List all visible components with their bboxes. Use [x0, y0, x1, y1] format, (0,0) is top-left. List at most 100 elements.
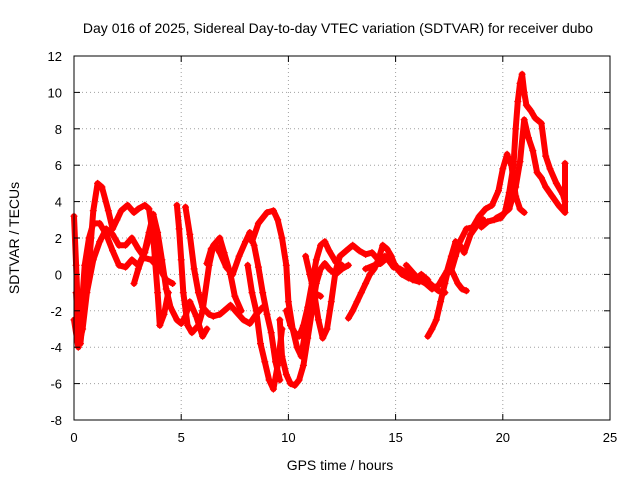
data-point	[299, 321, 307, 329]
data-point	[516, 158, 524, 166]
data-point	[282, 371, 290, 378]
data-point	[149, 210, 157, 218]
data-point	[282, 307, 290, 315]
data-point	[454, 280, 462, 287]
data-point	[239, 316, 247, 324]
data-point	[194, 321, 202, 329]
series-trace	[424, 262, 470, 340]
data-point	[282, 261, 290, 269]
data-point	[482, 205, 490, 213]
data-point	[160, 310, 168, 318]
data-point	[287, 380, 294, 388]
data-point	[344, 261, 352, 269]
data-point	[349, 307, 357, 315]
data-point	[173, 316, 181, 324]
series-trace	[244, 262, 285, 393]
data-point	[190, 265, 198, 273]
x-tick-label: 25	[603, 430, 617, 445]
data-point	[115, 261, 123, 269]
data-point	[469, 223, 477, 231]
data-point	[124, 201, 132, 209]
data-point	[317, 292, 325, 300]
grid-lines	[74, 56, 610, 420]
data-point	[514, 98, 522, 105]
data-point	[325, 247, 333, 255]
data-point	[310, 289, 318, 297]
y-tick-label: 0	[55, 267, 62, 282]
data-point	[89, 219, 97, 227]
data-point	[242, 238, 249, 246]
data-point	[263, 310, 271, 318]
data-point	[134, 265, 142, 273]
data-point	[94, 179, 102, 187]
data-point	[477, 223, 485, 231]
data-point	[527, 107, 535, 115]
data-point	[417, 270, 425, 278]
data-point	[177, 256, 185, 264]
x-tick-label: 0	[70, 430, 77, 445]
data-point	[145, 229, 153, 236]
data-point	[495, 187, 502, 195]
data-point	[248, 289, 256, 297]
data-point	[156, 321, 164, 329]
data-point	[362, 265, 370, 273]
data-point	[169, 280, 177, 287]
data-point	[437, 298, 445, 306]
data-point	[512, 183, 520, 191]
data-point	[278, 352, 286, 360]
data-point	[134, 245, 142, 253]
data-point	[175, 225, 183, 233]
data-point	[342, 247, 350, 255]
data-point	[428, 325, 436, 333]
y-tick-label: -2	[50, 304, 62, 319]
y-tick-label: 12	[48, 49, 62, 64]
data-point	[199, 303, 207, 311]
data-point	[518, 70, 526, 78]
y-tick-label: 4	[55, 195, 62, 210]
x-tick-label: 20	[496, 430, 510, 445]
data-point	[319, 334, 327, 342]
data-point	[505, 205, 513, 213]
data-point	[422, 280, 430, 287]
data-point	[561, 159, 569, 167]
series-trace	[276, 260, 352, 389]
data-point	[460, 249, 468, 257]
data-point	[276, 316, 284, 324]
y-tick-label: -6	[50, 377, 62, 392]
series-sat-p	[424, 261, 470, 340]
data-point	[467, 230, 475, 238]
data-point	[402, 269, 410, 277]
data-series	[70, 70, 569, 393]
data-point	[89, 256, 97, 264]
data-point	[184, 321, 192, 329]
data-point	[265, 376, 273, 384]
y-tick-label: 6	[55, 158, 62, 173]
data-point	[362, 250, 370, 258]
data-point	[216, 234, 224, 242]
data-point	[244, 261, 252, 269]
data-point	[510, 161, 517, 169]
data-point	[269, 385, 277, 393]
y-axis-label: SDTVAR / TECUs	[6, 182, 22, 294]
data-point	[441, 280, 449, 287]
data-point	[332, 267, 340, 275]
data-point	[205, 310, 213, 318]
data-point	[462, 225, 470, 233]
data-point	[278, 234, 286, 242]
x-axis-label: GPS time / hours	[287, 457, 394, 473]
data-point	[484, 218, 492, 226]
data-point	[327, 298, 335, 306]
data-point	[293, 343, 301, 351]
data-point	[162, 285, 170, 293]
data-point	[216, 249, 224, 257]
data-point	[499, 165, 507, 173]
data-point	[154, 289, 162, 297]
data-point	[287, 321, 294, 329]
data-point	[158, 256, 166, 264]
data-point	[516, 205, 524, 213]
data-point	[261, 358, 269, 366]
data-point	[424, 332, 432, 340]
data-point	[312, 256, 320, 264]
series-sat-j	[276, 260, 352, 389]
y-tick-label: 8	[55, 122, 62, 137]
